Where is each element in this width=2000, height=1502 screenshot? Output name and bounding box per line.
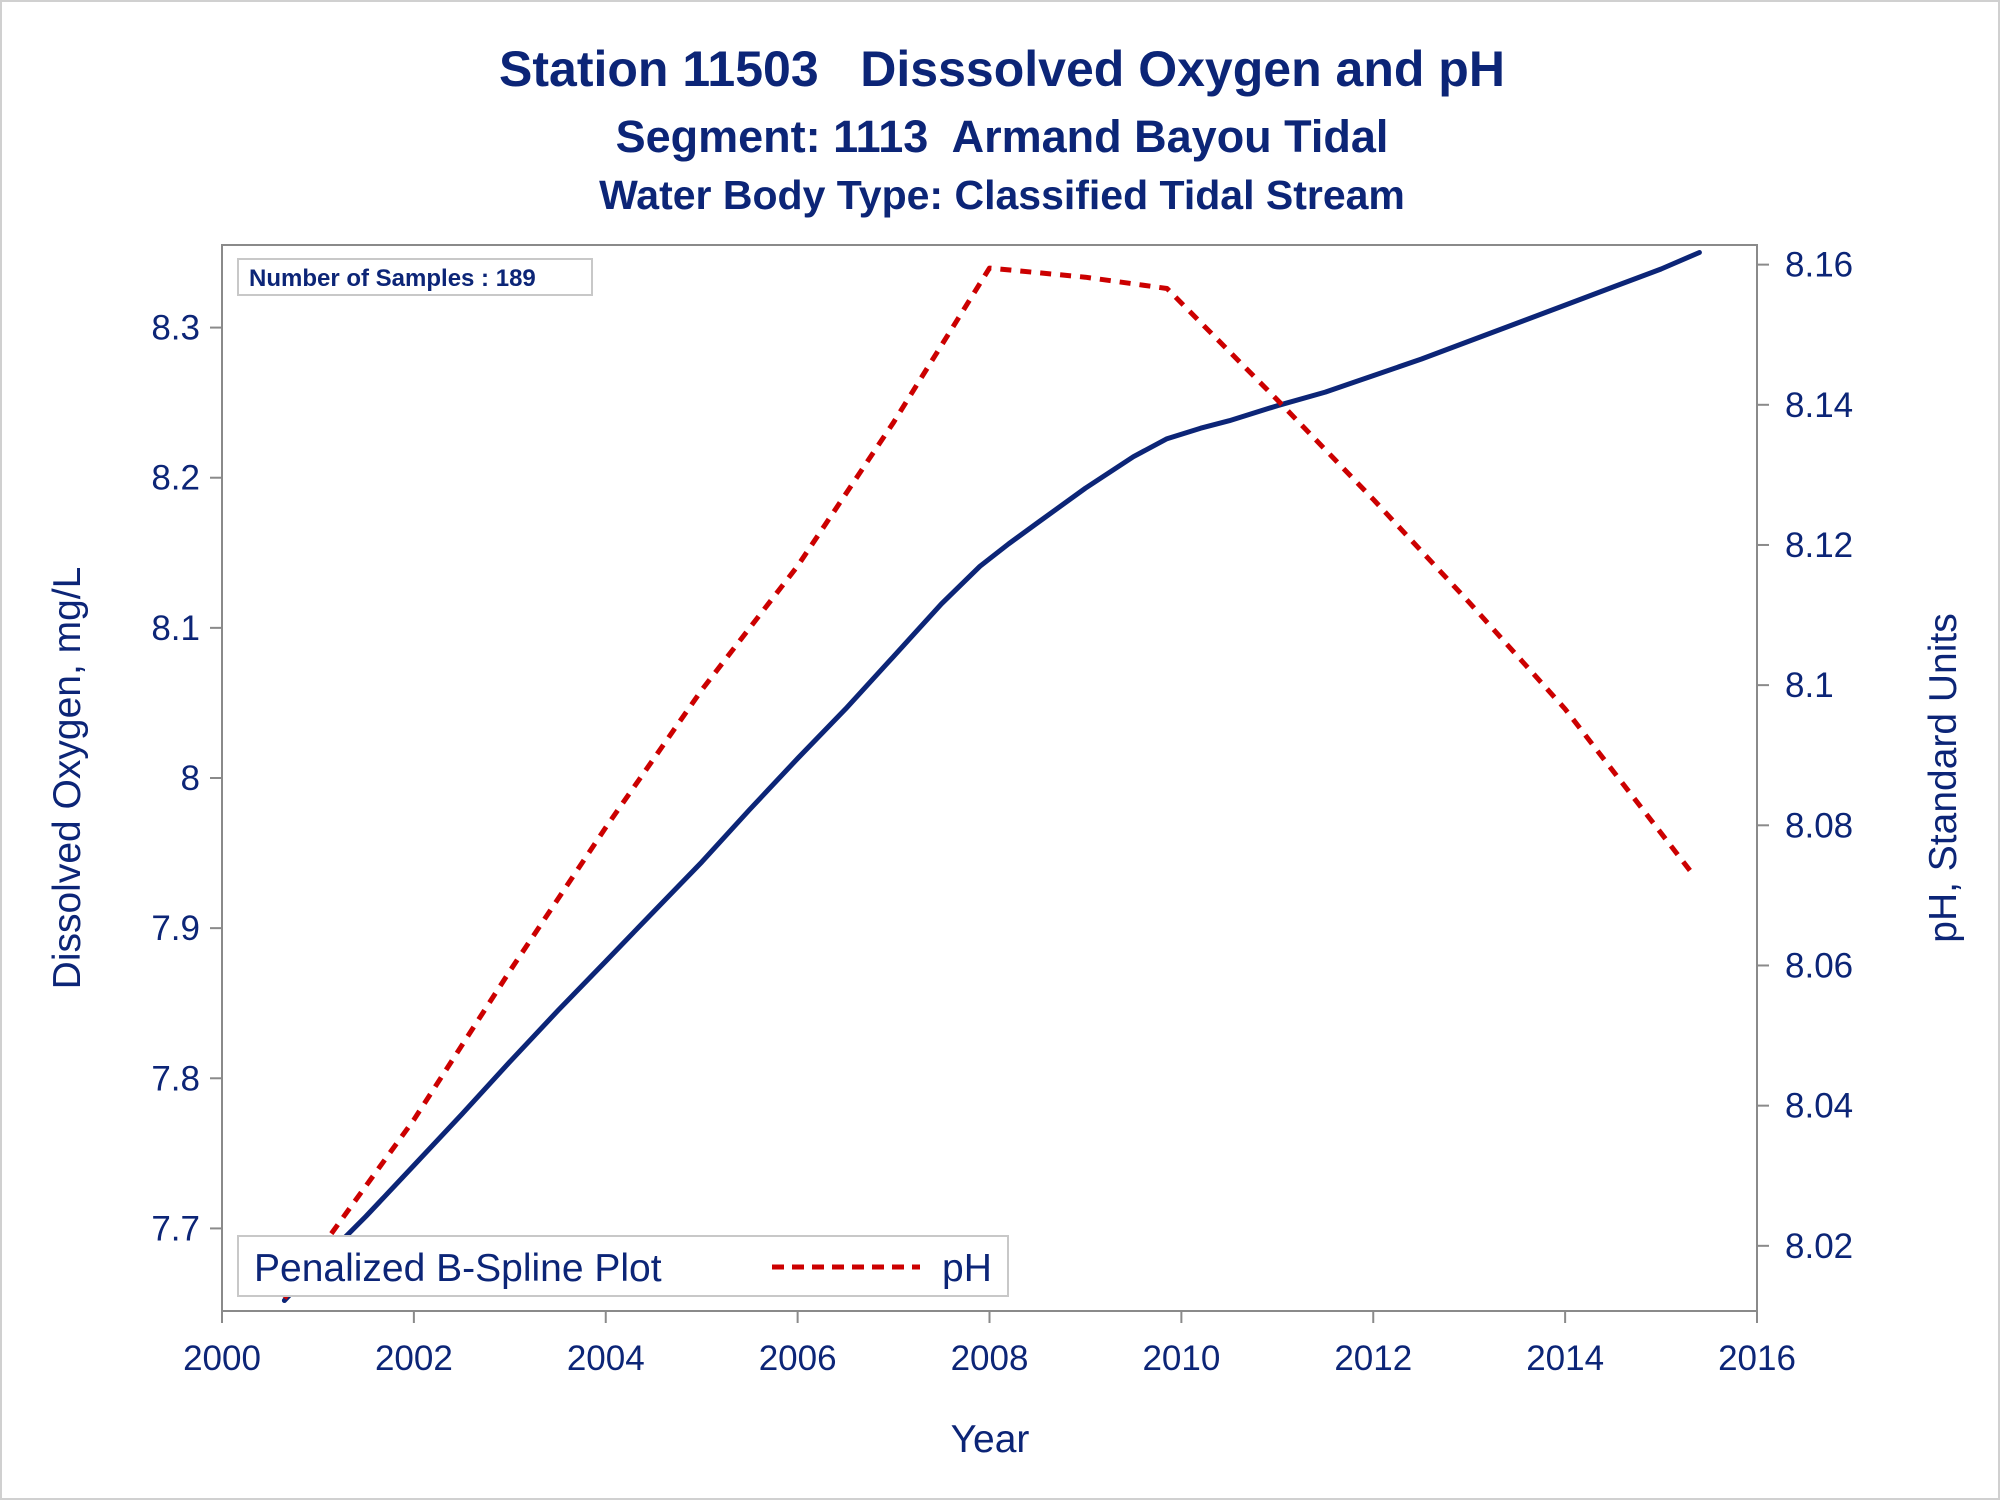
y2-tick-label: 8.04: [1785, 1087, 1853, 1126]
x-tick-label: 2014: [1526, 1339, 1604, 1378]
x-tick-label: 2012: [1334, 1339, 1412, 1378]
y-axis-label: Dissolved Oxygen, mg/L: [46, 567, 89, 990]
x-tick-label: 2002: [375, 1339, 453, 1378]
chart-subtitle: Segment: 1113 Armand Bayou Tidal: [616, 111, 1389, 162]
x-axis-label: Year: [951, 1418, 1030, 1461]
x-tick-label: 2004: [567, 1339, 645, 1378]
y2-tick-label: 8.14: [1785, 386, 1853, 425]
plot-area: [221, 244, 1758, 1312]
x-tick-label: 2010: [1142, 1339, 1220, 1378]
x-tick-label: 2016: [1718, 1339, 1796, 1378]
y2-tick-label: 8.1: [1785, 666, 1834, 705]
legend-ph-label: pH: [942, 1247, 992, 1290]
sample-count-box: Number of Samples : 189: [237, 258, 593, 296]
ph-series-line: [282, 265, 1697, 1300]
legend-title: Penalized B-Spline Plot: [254, 1247, 662, 1290]
y-axis: 7.7 7.8 7.9 8 8.1 8.2 8.3: [151, 309, 222, 1248]
y2-tick-label: 8.12: [1785, 526, 1853, 565]
y2-tick-label: 8.02: [1785, 1227, 1853, 1266]
chart-subtitle-2: Water Body Type: Classified Tidal Stream: [599, 172, 1405, 218]
dissolved-oxygen-series-line: [281, 250, 1702, 1303]
y-tick-label: 8.2: [151, 459, 200, 498]
y2-tick-label: 8.06: [1785, 946, 1853, 985]
y2-axis: 8.02 8.04 8.06 8.08 8.1 8.12 8.14 8.16: [1757, 246, 1853, 1266]
y2-axis-label: pH, Standard Units: [1922, 613, 1965, 943]
y2-tick-label: 8.08: [1785, 806, 1853, 845]
x-tick-label: 2000: [183, 1339, 261, 1378]
y-tick-label: 7.9: [151, 909, 200, 948]
x-axis: 2000 2002 2004 2006 2008 2010 2012 2014 2016: [183, 1311, 1796, 1378]
x-tick-label: 2008: [951, 1339, 1029, 1378]
y2-tick-label: 8.16: [1785, 246, 1853, 285]
y-tick-label: 8.3: [151, 309, 200, 348]
y-tick-label: 7.7: [151, 1209, 200, 1248]
y-tick-label: 8.1: [151, 609, 200, 648]
series-layer: [281, 250, 1702, 1303]
x-tick-label: 2006: [759, 1339, 837, 1378]
chart-title: Station 11503 Disssolved Oxygen and pH: [499, 41, 1505, 97]
y-tick-label: 8: [181, 759, 200, 798]
y-tick-label: 7.8: [151, 1059, 200, 1098]
sample-count-label: Number of Samples : 189: [249, 265, 536, 292]
legend: Penalized B-Spline Plot pH: [237, 1235, 1009, 1297]
